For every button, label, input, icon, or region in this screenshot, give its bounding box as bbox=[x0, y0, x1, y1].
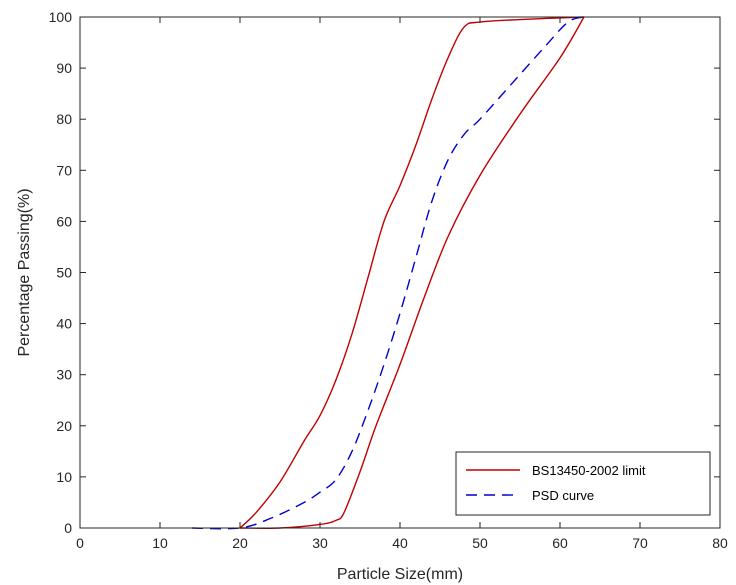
psd-curve bbox=[191, 16, 585, 530]
x-tick-label: 50 bbox=[472, 535, 488, 551]
x-tick-label: 80 bbox=[712, 535, 728, 551]
x-axis-title: Particle Size(mm) bbox=[337, 566, 463, 583]
x-tick-label: 10 bbox=[152, 535, 168, 551]
x-tick-label: 20 bbox=[232, 535, 248, 551]
curves bbox=[191, 16, 585, 530]
plot-border bbox=[79, 16, 721, 529]
y-tick-label: 90 bbox=[56, 60, 72, 76]
limit-upper-curve bbox=[239, 16, 585, 529]
legend-box bbox=[455, 451, 711, 516]
y-tick-label: 100 bbox=[49, 9, 73, 25]
y-tick-label: 50 bbox=[56, 265, 72, 281]
y-tick-label: 60 bbox=[56, 213, 72, 229]
y-tick-label: 20 bbox=[56, 418, 72, 434]
legend-label-limit: BS13450-2002 limit bbox=[532, 463, 646, 478]
x-tick-label: 60 bbox=[552, 535, 568, 551]
legend-label-psd: PSD curve bbox=[532, 488, 594, 503]
x-tick-label: 70 bbox=[632, 535, 648, 551]
x-tick-label: 40 bbox=[392, 535, 408, 551]
y-tick-label: 10 bbox=[56, 469, 72, 485]
y-tick-label: 30 bbox=[56, 367, 72, 383]
y-axis-title: Percentage Passing(%) bbox=[16, 188, 33, 356]
limit-lower-curve bbox=[239, 16, 585, 529]
legend: BS13450-2002 limit PSD curve bbox=[455, 451, 711, 516]
plot-area bbox=[80, 17, 720, 528]
y-tick-label: 70 bbox=[56, 162, 72, 178]
y-tick-label: 40 bbox=[56, 316, 72, 332]
y-tick-label: 80 bbox=[56, 111, 72, 127]
x-tick-label: 0 bbox=[76, 535, 84, 551]
x-tick-label: 30 bbox=[312, 535, 328, 551]
x-axis-ticks: 0 10 20 30 40 50 60 70 80 bbox=[76, 17, 728, 551]
y-tick-label: 0 bbox=[64, 520, 72, 536]
